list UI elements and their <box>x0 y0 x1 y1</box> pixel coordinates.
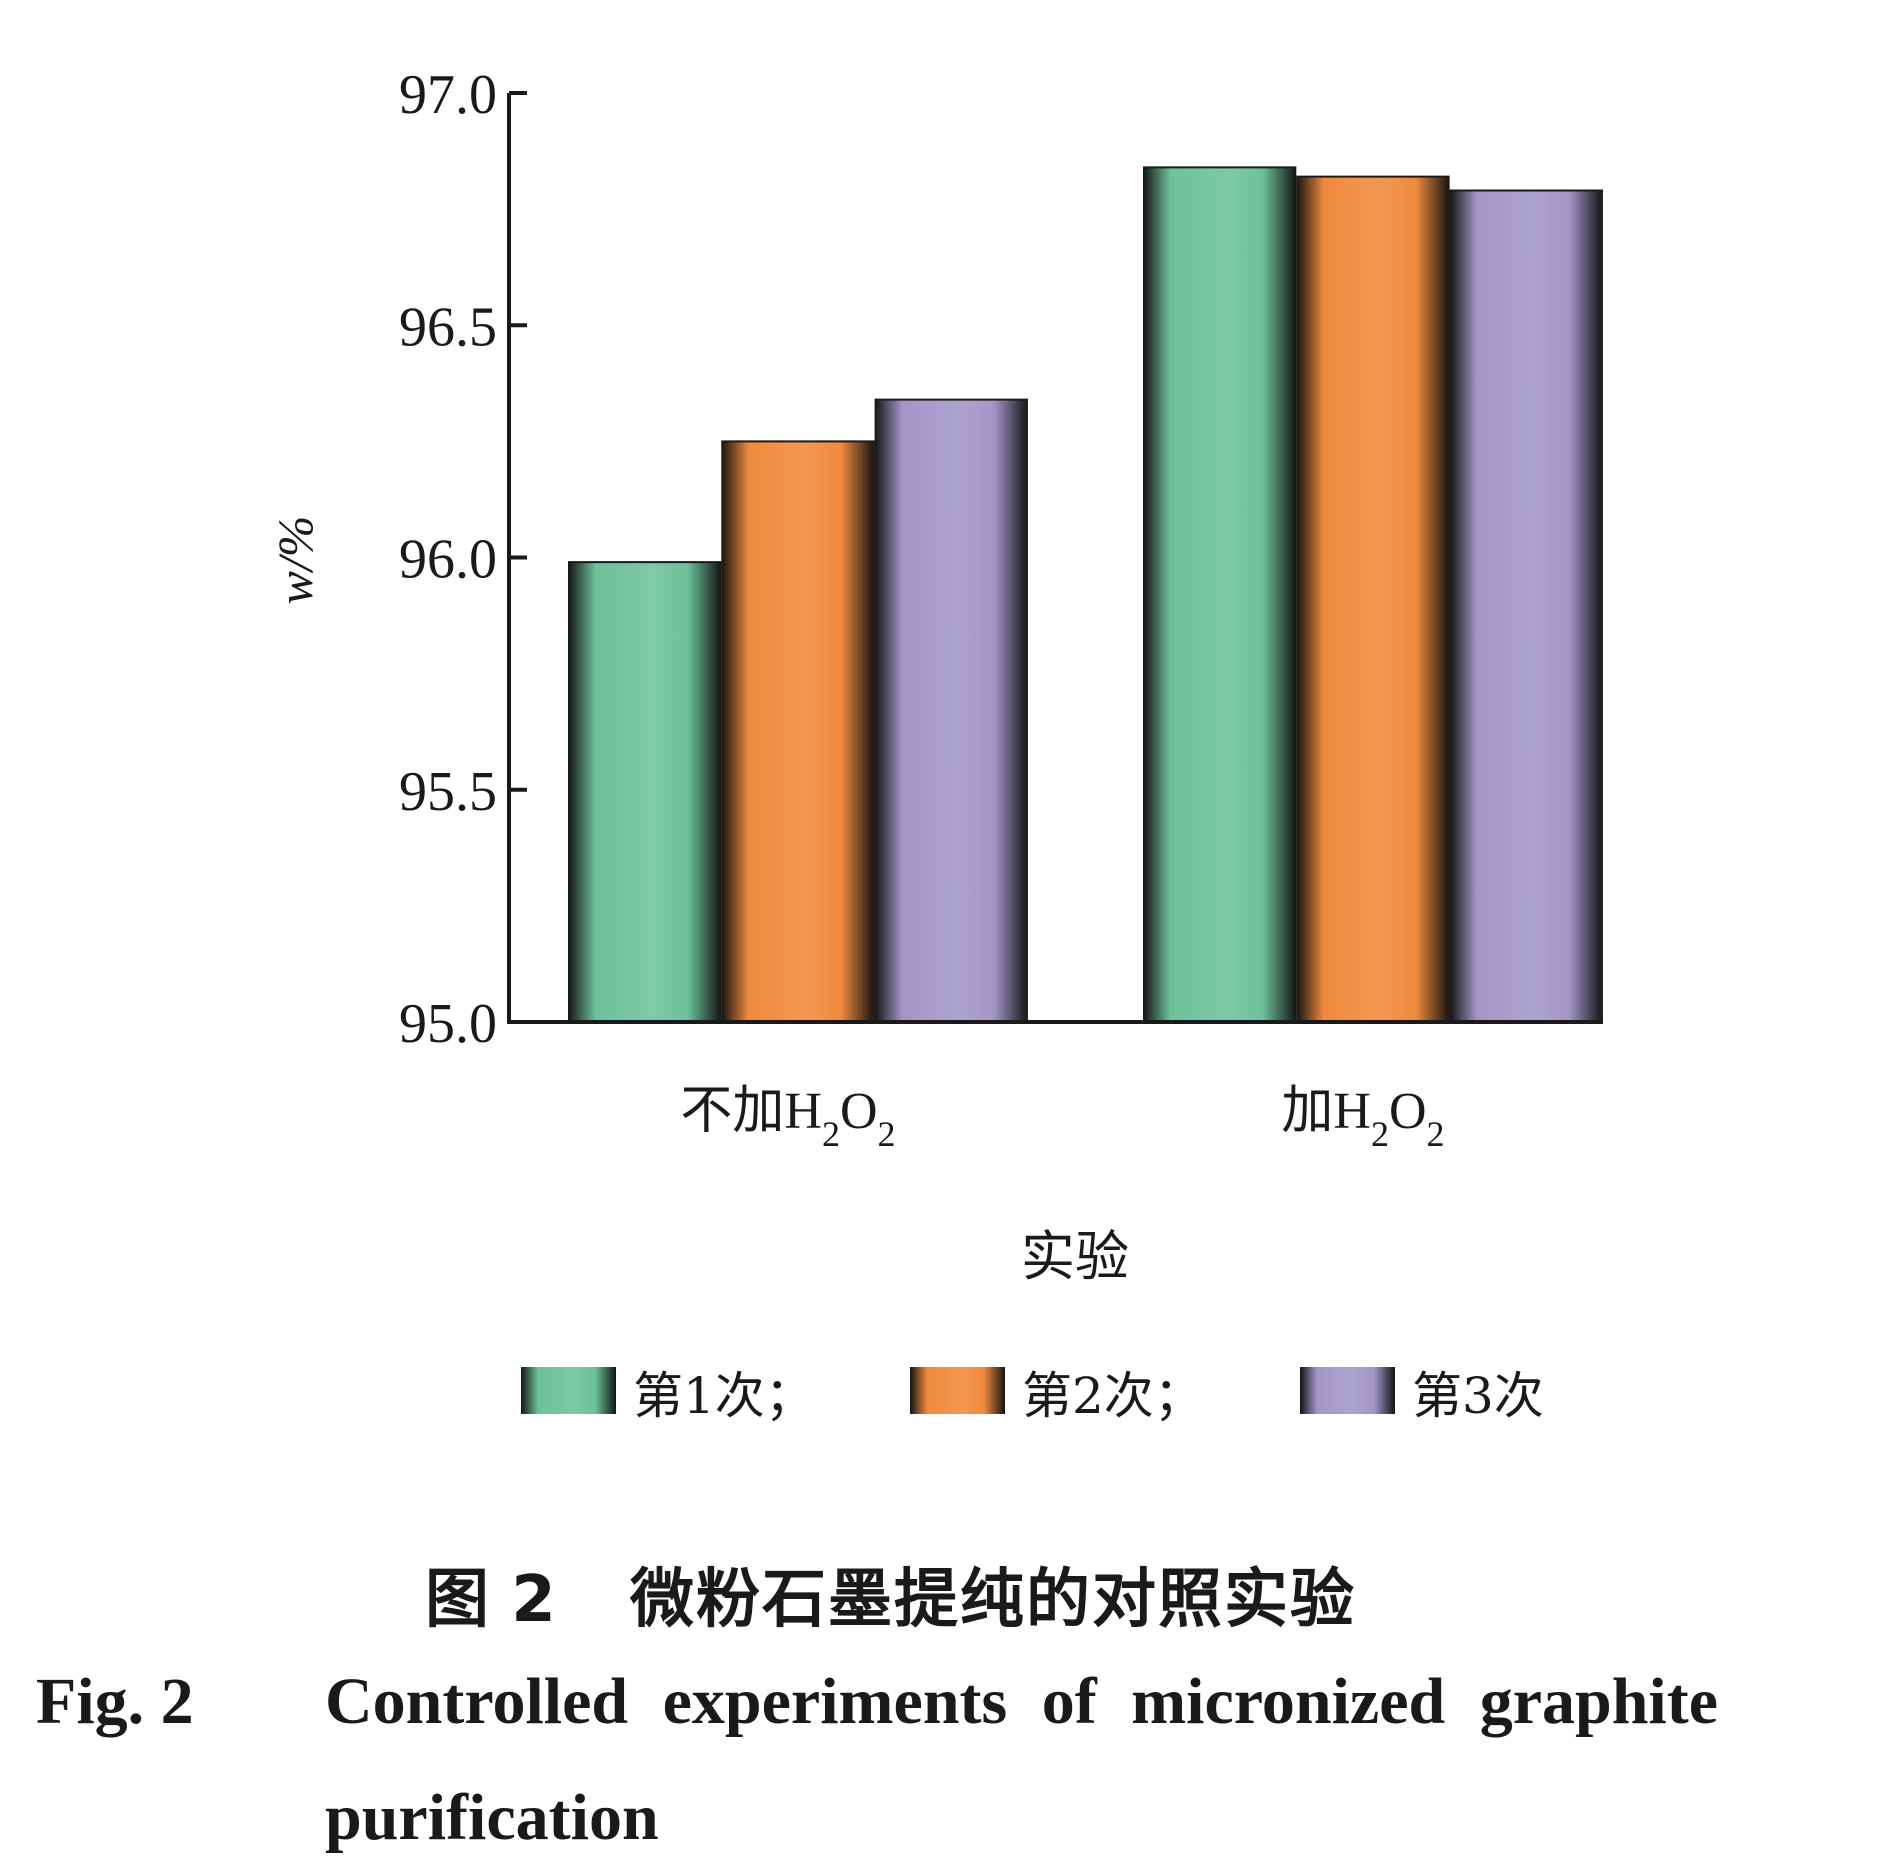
legend-label-series-1: 第1次； <box>633 1367 815 1425</box>
x-category-label: 不加H2O2 <box>680 1083 895 1154</box>
y-tick-label: 95.0 <box>399 993 497 1055</box>
bar-1-series-3 <box>874 399 1028 1022</box>
caption-cn-title: 微粉石墨提纯的对照实验 <box>630 1563 1356 1637</box>
caption-en-title-line2: purification <box>325 1781 659 1854</box>
bar-1-series-1 <box>568 562 722 1022</box>
bar-chart: 95.095.596.096.597.0 不加H2O2 加H2O2 w/% 实验 … <box>267 64 1603 1425</box>
legend-swatch-series-3 <box>1300 1367 1395 1414</box>
x-axis-title: 实验 <box>1021 1225 1129 1288</box>
bar-1-series-2 <box>721 441 875 1022</box>
legend-label-series-2: 第2次； <box>1022 1367 1204 1425</box>
y-ticks: 95.0 95.5 96.0 96.5 97.0 <box>399 64 527 1055</box>
caption-en-figure-number: Fig. 2 <box>36 1665 194 1738</box>
bar-2-series-2 <box>1296 176 1450 1023</box>
legend-label-series-3: 第3次 <box>1412 1367 1544 1425</box>
legend-swatch-series-2 <box>910 1367 1005 1414</box>
bar-2-series-1 <box>1143 167 1297 1022</box>
caption-cn-figure-number: 图 2 <box>425 1563 556 1637</box>
x-category-label: 加H2O2 <box>1281 1083 1444 1154</box>
bars-layer <box>568 166 1603 1023</box>
caption-en-title-line1: Controlled experiments of micronized gra… <box>325 1665 1719 1738</box>
y-tick-label: 96.0 <box>399 529 497 591</box>
y-axis-label: w/% <box>267 516 323 605</box>
bar-2-series-3 <box>1449 190 1603 1023</box>
x-category-labels: 不加H2O2 加H2O2 <box>680 1083 1444 1154</box>
y-tick-label: 96.5 <box>399 296 497 358</box>
y-tick-label: 95.5 <box>399 761 497 823</box>
y-tick-label: 97.0 <box>399 64 497 126</box>
legend: 第1次； 第2次； 第3次 <box>521 1367 1544 1425</box>
legend-swatch-series-1 <box>521 1367 616 1414</box>
